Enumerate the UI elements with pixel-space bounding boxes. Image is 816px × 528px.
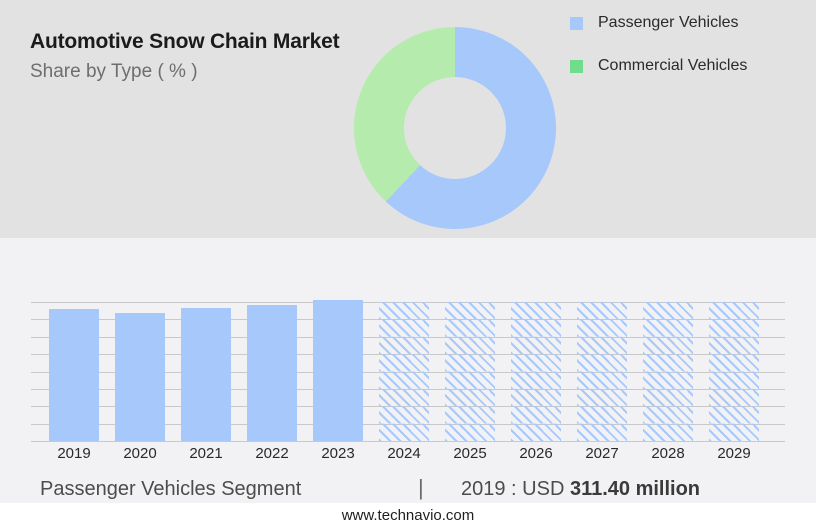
donut-hole (404, 77, 506, 179)
bar-2025 (445, 302, 495, 441)
x-tick-2026: 2026 (519, 445, 553, 462)
legend-item-1: Commercial Vehicles (570, 56, 747, 76)
legend: Passenger Vehicles Commercial Vehicles (570, 13, 747, 76)
x-tick-2023: 2023 (321, 445, 355, 462)
x-tick-2028: 2028 (651, 445, 685, 462)
segment-value-amount: 311.40 million (569, 478, 701, 500)
segment-caption: Passenger Vehicles Segment (40, 478, 302, 500)
segment-value: 2019 : USD 311.40 million (461, 478, 700, 501)
donut-panel: Automotive Snow Chain Market Share by Ty… (0, 0, 816, 238)
caption-divider: | (418, 475, 424, 500)
donut-chart (354, 27, 556, 229)
bar-2024 (379, 302, 429, 441)
x-tick-2022: 2022 (255, 445, 289, 462)
legend-swatch-icon (570, 16, 583, 30)
legend-label: Commercial Vehicles (598, 57, 748, 74)
bar-panel: 2019 2020 2021 2022 2023 2024 2025 2026 2027 2028… (0, 238, 816, 528)
x-tick-2027: 2027 (585, 445, 619, 462)
footer-bar: www.technavio.com (0, 503, 816, 528)
segment-value-prefix: 2019 : USD (461, 478, 565, 500)
page-subtitle: Share by Type ( % ) (30, 61, 198, 82)
legend-label: Passenger Vehicles (598, 14, 739, 31)
x-tick-2020: 2020 (123, 445, 157, 462)
bar-2028 (643, 302, 693, 441)
bar-2027 (577, 302, 627, 441)
bar-2023 (313, 299, 363, 441)
bar-2026 (511, 302, 561, 441)
gridline (31, 441, 785, 442)
website-link[interactable]: www.technavio.com (341, 507, 475, 524)
bar-chart (31, 299, 785, 442)
bar-2019 (49, 308, 99, 441)
bar-2022 (247, 304, 297, 441)
x-tick-2021: 2021 (189, 445, 223, 462)
bar-2020 (115, 313, 165, 441)
legend-item-0: Passenger Vehicles (570, 13, 747, 33)
x-tick-2019: 2019 (57, 445, 91, 462)
legend-swatch-icon (570, 59, 583, 73)
x-tick-2024: 2024 (387, 445, 421, 462)
x-tick-2025: 2025 (453, 445, 487, 462)
bar-2029 (709, 302, 759, 441)
x-axis-labels: 2019 2020 2021 2022 2023 2024 2025 2026 2027 2028… (0, 445, 816, 467)
bar-2021 (181, 308, 231, 441)
page-title: Automotive Snow Chain Market (30, 30, 340, 53)
x-tick-2029: 2029 (717, 445, 751, 462)
